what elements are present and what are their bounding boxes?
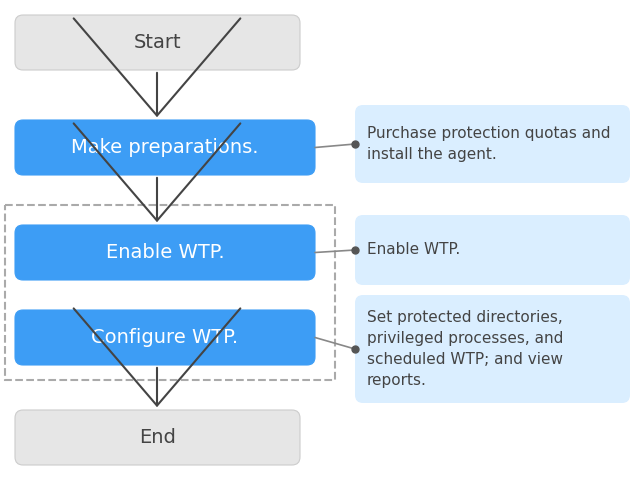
- FancyBboxPatch shape: [355, 215, 630, 285]
- Text: Enable WTP.: Enable WTP.: [367, 242, 460, 257]
- FancyBboxPatch shape: [355, 105, 630, 183]
- Bar: [5, 205, 335, 380]
- FancyBboxPatch shape: [355, 295, 630, 403]
- Text: Make preparations.: Make preparations.: [71, 138, 259, 157]
- Text: Enable WTP.: Enable WTP.: [106, 243, 224, 262]
- Text: End: End: [139, 428, 176, 447]
- FancyBboxPatch shape: [15, 225, 315, 280]
- Text: Configure WTP.: Configure WTP.: [91, 328, 238, 347]
- FancyBboxPatch shape: [15, 410, 300, 465]
- Text: Purchase protection quotas and
install the agent.: Purchase protection quotas and install t…: [367, 126, 611, 162]
- FancyBboxPatch shape: [15, 120, 315, 175]
- FancyBboxPatch shape: [15, 310, 315, 365]
- FancyBboxPatch shape: [15, 15, 300, 70]
- Text: Set protected directories,
privileged processes, and
scheduled WTP; and view
rep: Set protected directories, privileged pr…: [367, 310, 564, 388]
- Text: Start: Start: [134, 33, 182, 52]
